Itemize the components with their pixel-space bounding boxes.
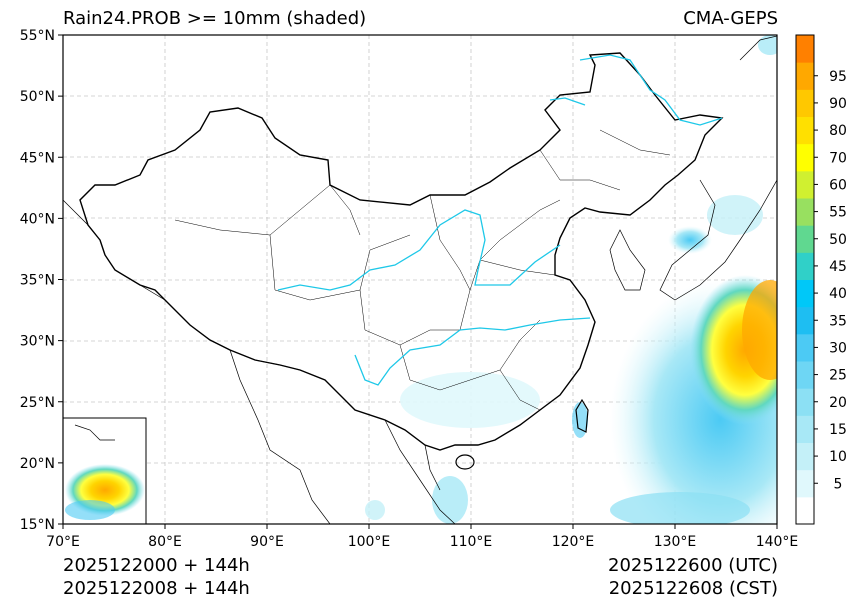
colorbar-swatch (796, 170, 814, 199)
colorbar-swatch (796, 306, 814, 335)
lat-tick-label: 40°N (20, 211, 55, 227)
model-name: CMA-GEPS (683, 8, 778, 29)
colorbar-swatch (796, 388, 814, 416)
colorbar-label: 20 (829, 395, 847, 411)
colorbar-swatch (796, 143, 814, 172)
init-time-utc: 2025122000 + 144h (63, 555, 250, 576)
colorbar-swatch (796, 361, 814, 389)
colorbar: 5 10 15 20 25 30 35 40 45 50 55 60 70 80 90 95 (795, 34, 847, 525)
lon-tick-label: 140°E (756, 534, 799, 550)
lon-tick-label: 120°E (552, 534, 595, 550)
colorbar-swatch (796, 89, 814, 117)
inset-shading-south (65, 500, 115, 520)
colorbar-label: 35 (829, 313, 847, 329)
colorbar-label: 30 (829, 340, 847, 356)
south-china-sea-inset (62, 417, 147, 525)
colorbar-swatch (796, 279, 814, 308)
lat-tick-label: 20°N (20, 456, 55, 472)
lat-tick-label: 30°N (20, 334, 55, 350)
shading-south-china (400, 372, 540, 428)
shading-south-east (610, 492, 750, 524)
lat-tick-label: 25°N (20, 395, 55, 411)
colorbar-swatch (796, 35, 814, 63)
colorbar-frame (795, 34, 815, 525)
lat-tick-label: 15°N (20, 517, 55, 533)
colorbar-swatch (796, 116, 814, 145)
shading-japan (707, 195, 763, 235)
colorbar-swatch (796, 415, 814, 443)
colorbar-label: 90 (829, 96, 847, 112)
colorbar-label: 50 (829, 232, 847, 248)
colorbar-swatch (796, 225, 814, 253)
axis-tick-labels: 70°E 80°E 90°E 100°E 110°E 120°E 130°E 140°E 55°… (20, 28, 799, 550)
lat-tick-label: 50°N (20, 89, 55, 105)
lon-tick-label: 90°E (250, 534, 284, 550)
colorbar-label: 95 (829, 69, 847, 85)
colorbar-swatch (796, 198, 814, 226)
init-time-cst: 2025122008 + 144h (63, 578, 250, 599)
lon-tick-label: 70°E (46, 534, 80, 550)
shading-northeast (758, 35, 777, 55)
taiwan-island (575, 398, 589, 433)
lon-tick-label: 110°E (450, 534, 493, 550)
colorbar-label: 70 (829, 150, 847, 166)
colorbar-label: 5 (834, 476, 843, 492)
valid-time-utc: 2025122600 (UTC) (608, 555, 778, 576)
colorbar-swatch (796, 333, 814, 362)
country-borders (63, 35, 777, 524)
map-title: Rain24.PROB >= 10mm (shaded) (63, 8, 367, 29)
colorbar-label: 55 (829, 205, 847, 221)
lon-tick-label: 80°E (148, 534, 182, 550)
lon-tick-label: 130°E (654, 534, 697, 550)
rivers (277, 54, 723, 386)
inset-coastline (74, 424, 115, 441)
axis-ticks (58, 34, 778, 529)
shading-indochina (432, 476, 468, 524)
lat-tick-label: 35°N (20, 273, 55, 289)
colorbar-label: 45 (829, 259, 847, 275)
province-borders (174, 129, 671, 411)
lat-tick-label: 55°N (20, 28, 55, 44)
colorbar-swatch (796, 496, 814, 525)
lon-tick-label: 100°E (348, 534, 391, 550)
colorbar-swatch (796, 252, 814, 280)
colorbar-label: 10 (829, 449, 847, 465)
colorbar-swatch (796, 62, 814, 90)
shading-peak (742, 280, 777, 380)
colorbar-swatch (796, 442, 814, 471)
shading-japan-south (668, 226, 712, 254)
valid-time-cst: 2025122608 (CST) (608, 578, 778, 599)
shading-taiwan (572, 402, 588, 438)
colorbar-label: 25 (829, 368, 847, 384)
lat-tick-label: 45°N (20, 150, 55, 166)
colorbar-label: 40 (829, 286, 847, 302)
colorbar-label: 60 (829, 177, 847, 193)
colorbar-swatch (796, 469, 814, 498)
colorbar-label: 15 (829, 422, 847, 438)
hainan-island (455, 454, 475, 470)
shading-myanmar (365, 500, 385, 520)
colorbar-label: 80 (829, 123, 847, 139)
probability-shading (365, 35, 777, 524)
